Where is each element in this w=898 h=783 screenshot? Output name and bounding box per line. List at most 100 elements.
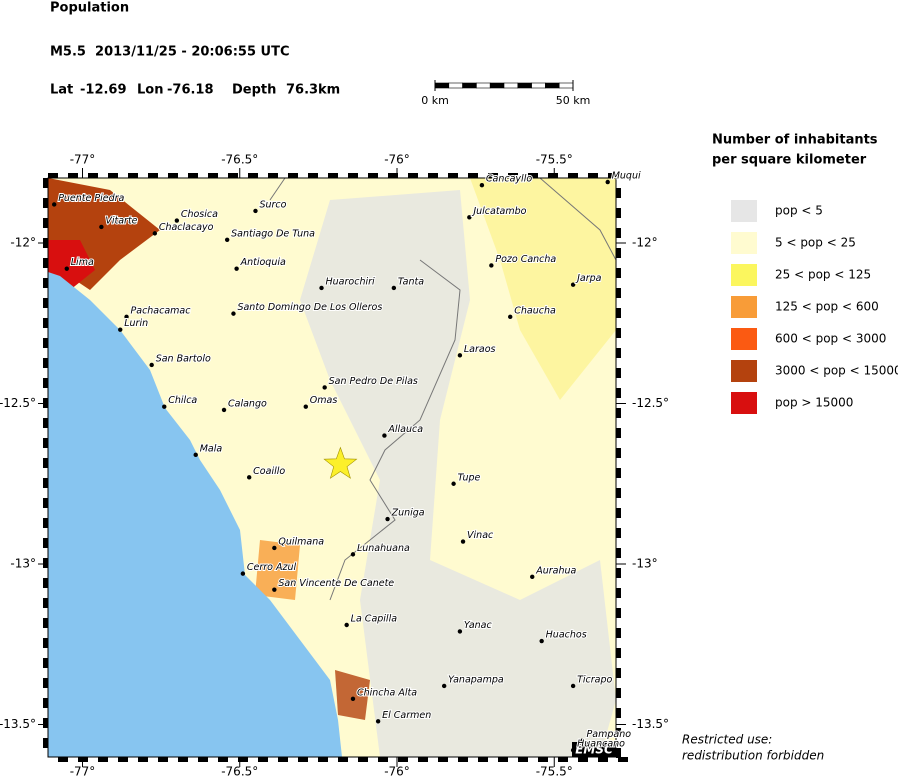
frame-segment xyxy=(616,668,621,678)
brand: EMSC xyxy=(575,743,613,757)
lon-label: -77° xyxy=(70,153,96,167)
frame-segment xyxy=(616,628,621,638)
frame-segment xyxy=(43,258,48,268)
legend-label: pop < 5 xyxy=(775,204,823,218)
epicenter xyxy=(323,446,358,479)
city-dot xyxy=(322,385,327,390)
lon-label: -76° xyxy=(384,765,410,779)
frame-segment xyxy=(43,218,48,228)
depth: 76.3 xyxy=(286,83,318,98)
city-name: Cancayllo xyxy=(486,174,532,185)
city-dot xyxy=(303,404,308,409)
city-dot xyxy=(467,215,472,220)
lon-label: -76.5° xyxy=(221,765,258,779)
frame-segment xyxy=(616,688,621,698)
frame-segment xyxy=(68,173,78,178)
frame-segment xyxy=(128,173,138,178)
frame-segment xyxy=(43,498,48,508)
scale-segment xyxy=(531,82,546,89)
city-dot xyxy=(350,696,356,702)
event: M5.5 2013/11/25 - 20:06:55 UTC xyxy=(50,45,289,60)
frame-segment xyxy=(338,757,348,762)
frame-segment xyxy=(616,528,621,538)
frame-segment xyxy=(43,658,48,668)
city-dot xyxy=(457,353,463,358)
frame-segment xyxy=(578,757,588,762)
scale-segment xyxy=(545,82,560,89)
frame-segment xyxy=(43,578,48,588)
frame-segment xyxy=(616,448,621,458)
frame-segment xyxy=(98,757,108,762)
city-dot xyxy=(240,571,246,576)
frame-segment xyxy=(428,173,438,178)
frame-segment xyxy=(508,173,518,178)
scale-segment xyxy=(503,82,519,89)
frame-segment xyxy=(43,638,48,648)
frame-segment xyxy=(438,757,448,762)
city-name: Laraos xyxy=(464,344,496,355)
frame-segment xyxy=(218,757,228,762)
city-dot xyxy=(234,266,239,271)
frame-segment xyxy=(148,173,158,178)
city-name: Lunahuana xyxy=(357,543,410,554)
frame-segment xyxy=(618,757,628,762)
city-name: Huachos xyxy=(546,630,587,641)
frame-segment xyxy=(248,173,258,178)
city-name: San Vincente De Canete xyxy=(278,578,394,589)
lat: -12.69 xyxy=(80,83,127,98)
city-dot xyxy=(272,545,277,551)
city-dot xyxy=(382,433,387,438)
frame-segment xyxy=(268,173,278,178)
city-dot xyxy=(224,237,230,242)
frame-segment xyxy=(43,338,48,348)
city-name: Santiago De Tuna xyxy=(231,228,315,239)
city-dot xyxy=(344,622,349,628)
brand-box xyxy=(572,742,616,757)
frame-segment xyxy=(43,198,48,208)
depth-unit: km xyxy=(318,83,340,98)
city-name: Puente Piedra xyxy=(58,193,124,204)
legend-swatch xyxy=(731,328,757,350)
city-name: Chilca xyxy=(168,395,197,406)
frame-segment xyxy=(58,757,68,762)
legend-swatch xyxy=(731,200,757,222)
city-name: Tanta xyxy=(398,276,424,287)
frame-segment xyxy=(408,173,418,178)
frame-segment xyxy=(616,648,621,658)
city-name: Lurin xyxy=(124,318,148,329)
city-name: La Capilla xyxy=(351,613,398,624)
scale-segment xyxy=(489,82,505,89)
scale-segment xyxy=(476,82,491,89)
city-name: Julcatambo xyxy=(471,206,526,217)
frame-segment xyxy=(558,757,568,762)
city-dot xyxy=(221,407,227,413)
frame-segment xyxy=(616,248,621,258)
city-dot xyxy=(539,638,544,644)
frame-segment xyxy=(43,358,48,368)
lat-label: -12.5° xyxy=(0,396,36,410)
frame-segment xyxy=(298,757,308,762)
frame-segment xyxy=(398,757,408,762)
lat-label: -12° xyxy=(632,236,658,250)
legend-swatch xyxy=(731,296,757,318)
scale-label: 0 km xyxy=(421,94,449,107)
city-name: San Pedro De Pilas xyxy=(329,376,418,387)
frame-segment xyxy=(348,173,358,178)
frame-segment xyxy=(616,268,621,278)
legend-label: 600 < pop < 3000 xyxy=(775,332,886,346)
city-name: Ticrapo xyxy=(577,674,612,685)
city-dot xyxy=(231,311,236,316)
legend-swatch xyxy=(731,392,757,414)
frame-segment xyxy=(43,678,48,688)
depth-label: Depth xyxy=(232,83,276,98)
city-name: Lima xyxy=(71,257,94,268)
city-dot xyxy=(580,738,585,743)
city-dot xyxy=(479,183,485,188)
city-name: Quilmana xyxy=(278,536,324,547)
city-dot xyxy=(99,224,104,230)
city-name: Muqui xyxy=(612,171,641,182)
legend-swatch xyxy=(731,264,757,286)
frame-segment xyxy=(568,173,578,178)
city-name: Antioquia xyxy=(240,257,286,268)
